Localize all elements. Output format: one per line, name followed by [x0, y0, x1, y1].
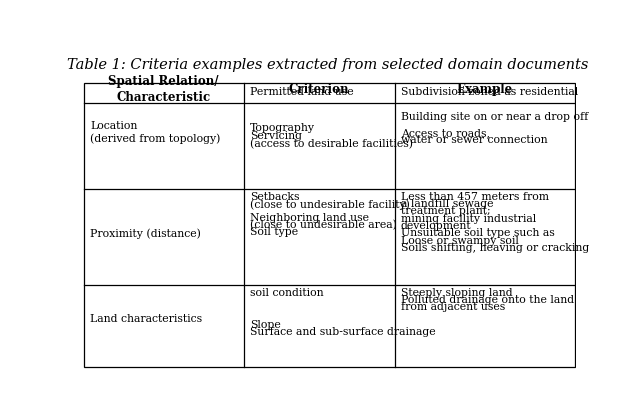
Text: Neighboring land use: Neighboring land use	[250, 213, 369, 223]
Text: Permitted land use: Permitted land use	[250, 87, 353, 97]
Text: Servicing: Servicing	[250, 131, 301, 141]
Text: Example: Example	[456, 83, 513, 96]
Text: Soil type: Soil type	[250, 227, 298, 237]
Text: Setbacks: Setbacks	[250, 192, 299, 202]
Text: Land characteristics: Land characteristics	[90, 314, 202, 325]
Text: development: development	[401, 221, 472, 231]
Text: (access to desirable facilities): (access to desirable facilities)	[250, 139, 413, 149]
Text: (close to undesirable area): (close to undesirable area)	[250, 220, 397, 230]
Bar	[84, 83, 575, 367]
Text: treatment plant;: treatment plant;	[401, 206, 490, 216]
Text: Unsuitable soil type such as: Unsuitable soil type such as	[401, 228, 555, 239]
Text: from adjacent uses: from adjacent uses	[401, 302, 505, 312]
Text: Polluted drainage onto the land: Polluted drainage onto the land	[401, 295, 574, 305]
Text: Topography: Topography	[250, 123, 315, 133]
Text: Soils shifting, heaving or cracking: Soils shifting, heaving or cracking	[401, 243, 589, 253]
Text: Proximity (distance): Proximity (distance)	[90, 228, 201, 239]
Text: Table 1: Criteria examples extracted from selected domain documents: Table 1: Criteria examples extracted fro…	[67, 58, 589, 72]
Text: mining facility industrial: mining facility industrial	[401, 214, 536, 224]
Text: Surface and sub-surface drainage: Surface and sub-surface drainage	[250, 327, 435, 337]
Text: water or sewer connection: water or sewer connection	[401, 135, 548, 145]
Text: Subdivision zoned as residential: Subdivision zoned as residential	[401, 87, 578, 97]
Text: Location
(derived from topology): Location (derived from topology)	[90, 121, 220, 144]
Text: Slope: Slope	[250, 320, 280, 330]
Text: (close to undesirable facility): (close to undesirable facility)	[250, 199, 410, 210]
Text: Criterion: Criterion	[289, 83, 349, 96]
Text: soil condition: soil condition	[250, 288, 323, 298]
Text: Steeply sloping land: Steeply sloping land	[401, 288, 513, 298]
Text: a landfill sewage: a landfill sewage	[401, 199, 493, 209]
Text: Building site on or near a drop off: Building site on or near a drop off	[401, 112, 588, 122]
Text: Less than 457 meters from: Less than 457 meters from	[401, 192, 549, 202]
Text: Access to roads,: Access to roads,	[401, 128, 490, 138]
Text: Loose or swampy soil: Loose or swampy soil	[401, 236, 519, 246]
Text: Spatial Relation/
Characteristic: Spatial Relation/ Characteristic	[108, 75, 219, 104]
